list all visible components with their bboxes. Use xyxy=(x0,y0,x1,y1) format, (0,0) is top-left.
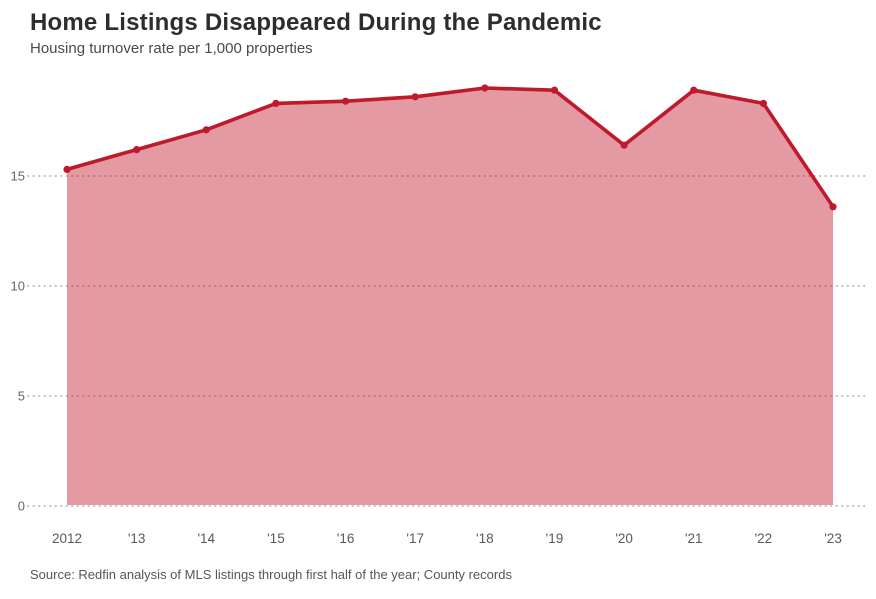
data-point xyxy=(550,86,559,94)
housing-turnover-area-chart: 0 5 10 15 2012 '13 '14 '15 '16 '17 '18 '19 '20 '21 '22… xyxy=(11,84,867,546)
x-axis-tick-label: '23 xyxy=(824,531,842,546)
data-point xyxy=(829,203,837,211)
trend-line xyxy=(65,86,835,209)
data-point xyxy=(272,99,280,107)
data-point xyxy=(759,99,768,107)
data-point xyxy=(133,146,141,154)
y-axis-tick-label: 5 xyxy=(18,389,25,404)
x-axis-tick-label: '13 xyxy=(128,531,146,546)
x-axis-tick-label: '18 xyxy=(476,531,494,546)
chart-title: Home Listings Disappeared During the Pan… xyxy=(30,9,602,36)
x-axis-tick-label: '14 xyxy=(197,531,215,546)
data-point xyxy=(341,97,350,105)
y-axis-tick-label: 10 xyxy=(11,279,25,294)
data-point xyxy=(481,84,489,92)
x-axis-tick-label: '17 xyxy=(406,531,424,546)
x-axis-tick-label: '22 xyxy=(755,531,773,546)
y-axis-tick-label: 15 xyxy=(11,169,25,184)
x-axis-tick-label: '20 xyxy=(615,531,633,546)
x-axis-tick-label: '16 xyxy=(337,531,355,546)
area-fill xyxy=(67,88,834,505)
data-point xyxy=(63,165,71,173)
data-point xyxy=(411,93,419,101)
x-axis-tick-label: 2012 xyxy=(52,531,82,546)
y-axis-tick-label: 0 xyxy=(18,499,25,514)
chart-source: Source: Redfin analysis of MLS listings … xyxy=(30,567,512,582)
data-point xyxy=(620,141,628,149)
x-axis-tick-label: '19 xyxy=(546,531,564,546)
chart-subtitle: Housing turnover rate per 1,000 properti… xyxy=(30,40,313,57)
x-axis-tick-label: '15 xyxy=(267,531,285,546)
data-point xyxy=(202,126,210,134)
data-point xyxy=(690,86,698,94)
x-axis-tick-label: '21 xyxy=(685,531,703,546)
